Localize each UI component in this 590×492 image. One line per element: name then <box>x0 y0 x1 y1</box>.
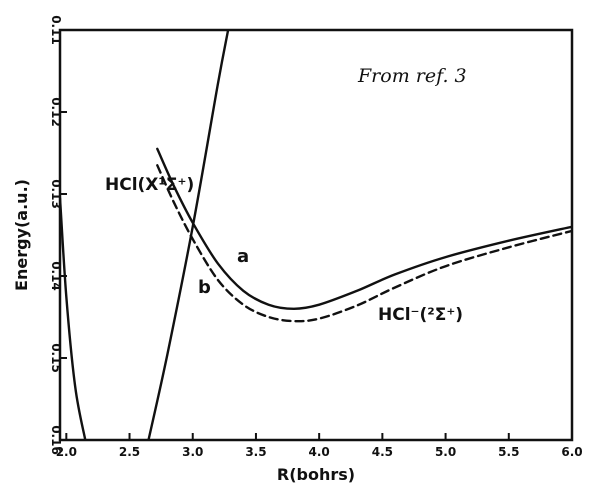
x-tick-label: 2.5 <box>119 445 140 459</box>
x-axis-label: R(bohrs) <box>277 465 355 484</box>
series-line-1 <box>147 30 230 440</box>
annotation-curve-a: a <box>237 246 249 267</box>
y-tick-label: 0.15 <box>49 343 63 373</box>
y-tick-label: 0.13 <box>49 179 63 209</box>
series-line-0 <box>60 196 87 440</box>
y-tick-label: 0.11 <box>49 15 63 45</box>
annotation-hcl-ground-state: HCl(X¹Σ⁺) <box>105 175 194 195</box>
x-axis-ticks: 2.0 2.5 3.0 3.5 4.0 4.5 5.0 5.5 6.0 <box>56 433 583 459</box>
x-tick-label: 5.5 <box>498 445 519 459</box>
series-layer <box>60 30 572 440</box>
x-tick-label: 5.0 <box>435 445 456 459</box>
y-tick-label: 0.14 <box>49 261 63 291</box>
x-tick-label: 3.0 <box>182 445 203 459</box>
x-tick-label: 3.5 <box>245 445 266 459</box>
annotation-curve-b: b <box>198 277 211 298</box>
annotation-hcl-anion: HCl⁻(²Σ⁺) <box>378 305 463 325</box>
y-axis-ticks: 0.11 0.12 0.13 0.14 0.15 0.16 <box>49 15 67 455</box>
plot-frame <box>58 28 574 442</box>
y-tick-label: 0.12 <box>49 97 63 127</box>
annotation-source-note: From ref. 3 <box>357 65 467 87</box>
y-tick-label: 0.16 <box>49 425 63 455</box>
x-tick-label: 6.0 <box>561 445 582 459</box>
y-axis-label: Energy(a.u.) <box>12 179 31 291</box>
x-tick-label: 4.0 <box>309 445 330 459</box>
series-line-2 <box>156 147 572 311</box>
x-tick-label: 4.5 <box>372 445 393 459</box>
x-tick-label: 2.0 <box>56 445 77 459</box>
series-line-3 <box>156 164 572 323</box>
